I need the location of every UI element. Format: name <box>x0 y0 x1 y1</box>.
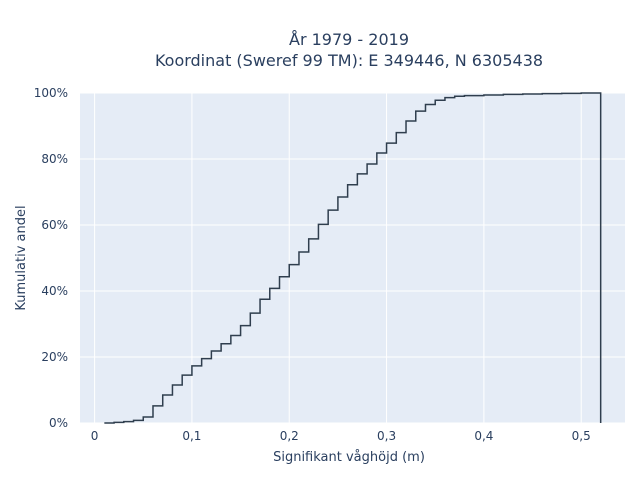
y-tick-label: 60% <box>41 218 68 232</box>
y-tick-label: 100% <box>34 86 68 100</box>
chart-title-line-2: Koordinat (Sweref 99 TM): E 349446, N 63… <box>155 51 543 70</box>
chart-title-line-1: År 1979 - 2019 <box>289 30 409 49</box>
x-tick-label: 0,4 <box>474 429 493 443</box>
chart-title: År 1979 - 2019 Koordinat (Sweref 99 TM):… <box>155 30 543 70</box>
x-tick-label: 0,2 <box>280 429 299 443</box>
x-axis-ticks: 0 0,1 0,2 0,3 0,4 0,5 <box>91 429 591 443</box>
x-axis-title: Signifikant våghöjd (m) <box>273 450 425 465</box>
y-tick-label: 0% <box>49 416 68 430</box>
plot-area <box>80 93 625 423</box>
y-tick-label: 20% <box>41 350 68 364</box>
grid <box>80 92 625 424</box>
x-tick-label: 0,5 <box>572 429 591 443</box>
y-tick-label: 80% <box>41 152 68 166</box>
y-tick-label: 40% <box>41 284 68 298</box>
x-tick-label: 0 <box>91 429 99 443</box>
y-axis-title: Kumulativ andel <box>14 205 29 310</box>
x-tick-label: 0,1 <box>182 429 201 443</box>
x-tick-label: 0,3 <box>377 429 396 443</box>
y-axis-ticks: 0% 20% 40% 60% 80% 100% <box>34 86 68 430</box>
series-group <box>104 92 602 424</box>
